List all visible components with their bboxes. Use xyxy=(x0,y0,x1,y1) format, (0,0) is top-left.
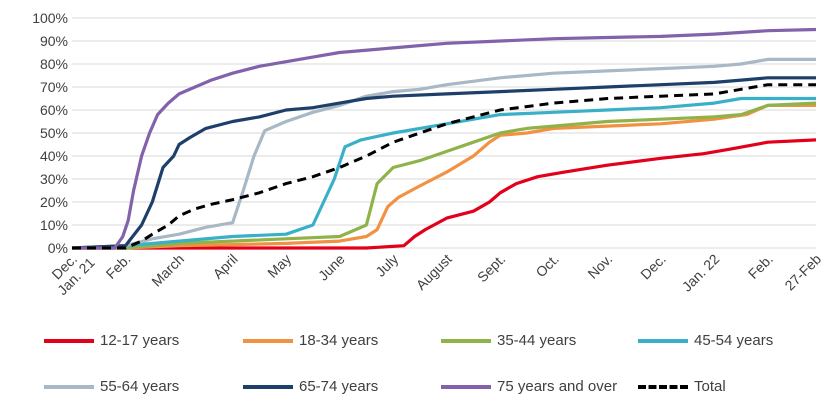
x-tick-label: 27-Feb xyxy=(781,251,824,294)
legend-label: 55-64 years xyxy=(100,378,179,395)
legend-label: 12-17 years xyxy=(100,332,179,349)
y-tick-label: 30% xyxy=(40,171,68,187)
y-tick-label: 80% xyxy=(40,56,68,72)
x-tick-label: June xyxy=(315,251,348,284)
legend-swatch xyxy=(441,385,491,389)
legend-swatch xyxy=(243,385,293,389)
y-tick-label: 40% xyxy=(40,148,68,164)
legend-swatch xyxy=(638,385,688,389)
y-tick-label: 20% xyxy=(40,194,68,210)
series-line-2 xyxy=(72,105,816,248)
y-axis-ticks: 0%10%20%30%40%50%60%70%80%90%100% xyxy=(32,10,68,256)
x-tick-label: Sept. xyxy=(474,251,508,285)
legend-label: 65-74 years xyxy=(299,378,378,395)
legend-swatch xyxy=(44,385,94,389)
x-tick-label: Oct. xyxy=(532,251,561,280)
legend-item: 18-34 years xyxy=(243,332,378,349)
legend-label: 35-44 years xyxy=(497,332,576,349)
series-lines xyxy=(72,30,816,249)
chart-legend: 12-17 years 18-34 years 35-44 years 45-54 y… xyxy=(0,330,828,403)
legend-item: 65-74 years xyxy=(243,378,378,395)
legend-label: 18-34 years xyxy=(299,332,378,349)
y-tick-label: 70% xyxy=(40,79,68,95)
x-tick-label: May xyxy=(264,251,294,281)
x-tick-label: Jan. 22 xyxy=(679,251,723,295)
x-axis-ticks: Dec.Jan. 21 Feb. March April May June July Augu… xyxy=(43,244,824,299)
legend-item: 75 years and over xyxy=(441,378,617,395)
x-tick-label: Dec. xyxy=(637,251,669,283)
legend-item: Total xyxy=(638,378,726,395)
y-tick-label: 10% xyxy=(40,217,68,233)
x-tick-label: August xyxy=(413,251,455,293)
line-chart: 0%10%20%30%40%50%60%70%80%90%100% Dec.Ja… xyxy=(0,0,828,330)
legend-label: Total xyxy=(694,378,726,395)
legend-item: 35-44 years xyxy=(441,332,576,349)
legend-swatch xyxy=(44,339,94,343)
legend-label: 45-54 years xyxy=(694,332,773,349)
y-tick-label: 90% xyxy=(40,33,68,49)
y-tick-label: 50% xyxy=(40,125,68,141)
x-tick-label: Feb. xyxy=(745,251,776,282)
x-tick-label: Nov. xyxy=(584,251,615,282)
y-tick-label: 60% xyxy=(40,102,68,118)
legend-swatch xyxy=(243,339,293,343)
legend-swatch xyxy=(441,339,491,343)
legend-label: 75 years and over xyxy=(497,378,617,395)
series-line-8 xyxy=(72,85,816,248)
legend-swatch xyxy=(638,339,688,343)
x-tick-label: Feb. xyxy=(103,251,134,282)
legend-item: 45-54 years xyxy=(638,332,773,349)
legend-item: 12-17 years xyxy=(44,332,179,349)
x-tick-label: July xyxy=(372,251,401,280)
legend-item: 55-64 years xyxy=(44,378,179,395)
y-tick-label: 100% xyxy=(32,10,68,26)
x-tick-label: March xyxy=(148,251,187,290)
x-tick-label: April xyxy=(210,251,241,282)
